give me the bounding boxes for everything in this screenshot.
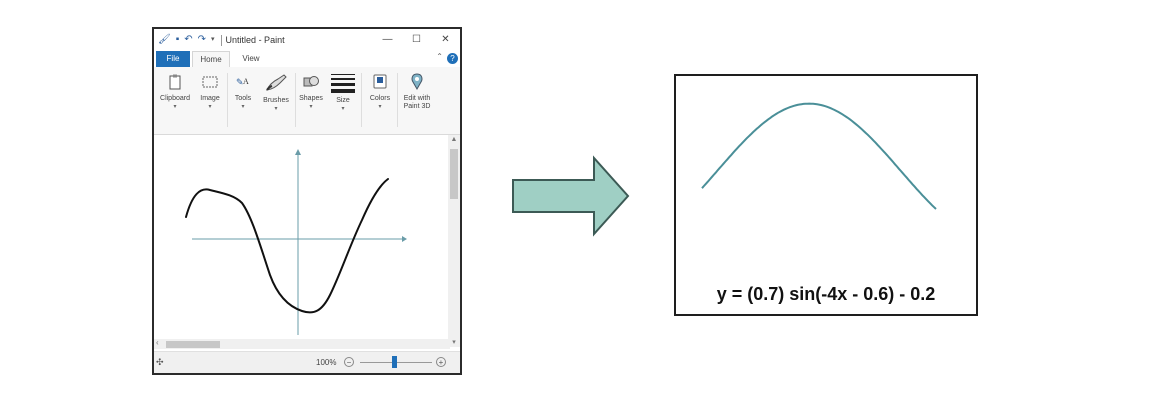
colors-icon: [371, 73, 389, 91]
ribbon-group-colors[interactable]: Colors ▾: [364, 71, 396, 131]
separator: [220, 34, 222, 46]
shapes-icon: [302, 73, 320, 91]
scroll-left-icon[interactable]: ‹: [156, 338, 159, 347]
status-bar: ✣ 100% − +: [154, 351, 460, 373]
fitted-function-panel: y = (0.7) sin(-4x - 0.6) - 0.2: [674, 74, 978, 316]
dropdown-caret-icon: ▾: [208, 104, 212, 110]
svg-text:✎: ✎: [236, 77, 244, 87]
undo-icon[interactable]: ↶: [184, 34, 193, 45]
customize-caret-icon[interactable]: ▾: [211, 36, 215, 43]
scroll-down-icon[interactable]: ▾: [452, 339, 456, 346]
fitted-curve-plot: [701, 102, 937, 210]
title-bar: 🖌 ▪ ↶ ↷ ▾ Untitled - Paint — ☐ ✕: [154, 29, 460, 51]
paint-window: 🖌 ▪ ↶ ↷ ▾ Untitled - Paint — ☐ ✕ File Ho…: [152, 27, 462, 375]
freehand-curve: [185, 178, 389, 314]
save-icon[interactable]: ▪: [175, 34, 180, 45]
dropdown-caret-icon: ▾: [341, 106, 345, 112]
ribbon-tabs: File Home View ⌃ ?: [154, 51, 460, 67]
scroll-up-icon[interactable]: ▲: [450, 136, 458, 143]
ribbon-label-clipboard: Clipboard: [160, 95, 190, 102]
ribbon-label-paint3d-line2: Paint 3D: [403, 103, 431, 110]
size-icon: [330, 73, 356, 93]
help-icon[interactable]: ?: [447, 53, 458, 64]
fitted-sine-curve: [701, 102, 937, 210]
horizontal-scroll-thumb[interactable]: [166, 341, 220, 348]
brush-icon: [264, 73, 288, 93]
collapse-ribbon-icon[interactable]: ⌃: [436, 52, 443, 61]
ribbon-label-size: Size: [336, 97, 350, 104]
tab-home[interactable]: Home: [192, 51, 230, 67]
dropdown-caret-icon: ▾: [309, 104, 313, 110]
ribbon-label-tools: Tools: [234, 95, 252, 102]
minimize-button[interactable]: —: [382, 34, 393, 45]
clipboard-icon: [166, 73, 184, 91]
ribbon-label-brushes: Brushes: [263, 97, 289, 104]
vertical-scrollbar[interactable]: ▲ ▾: [448, 135, 460, 347]
vertical-scroll-thumb[interactable]: [450, 149, 458, 199]
cursor-position-icon: ✣: [156, 357, 164, 367]
ribbon-group-size[interactable]: Size ▾: [328, 71, 358, 131]
redo-icon[interactable]: ↷: [197, 34, 207, 45]
ribbon-label-colors: Colors: [369, 95, 391, 102]
dropdown-caret-icon: ▾: [241, 104, 245, 110]
zoom-out-button[interactable]: −: [344, 357, 354, 367]
y-axis-arrowhead: [295, 149, 301, 155]
ribbon-separator: [361, 73, 362, 127]
ribbon: Clipboard ▾ Image ▾ ✎ A Tools ▾ Brushes ▾: [154, 67, 460, 135]
svg-text:A: A: [243, 77, 249, 86]
zoom-in-button[interactable]: +: [436, 357, 446, 367]
ribbon-group-image[interactable]: Image ▾: [194, 71, 226, 131]
dropdown-caret-icon: ▾: [274, 106, 278, 112]
image-select-icon: [201, 73, 219, 91]
ribbon-separator: [295, 73, 296, 127]
ribbon-group-shapes[interactable]: Shapes ▾: [296, 71, 326, 131]
ribbon-group-paint3d[interactable]: Edit with Paint 3D: [399, 71, 435, 131]
horizontal-scrollbar[interactable]: ‹: [154, 338, 450, 349]
window-controls: — ☐ ✕: [373, 29, 460, 51]
tab-file[interactable]: File: [156, 51, 190, 67]
dropdown-caret-icon: ▾: [173, 104, 177, 110]
drawing-canvas[interactable]: [154, 135, 450, 347]
fitted-equation: y = (0.7) sin(-4x - 0.6) - 0.2: [716, 284, 936, 304]
ribbon-separator: [397, 73, 398, 127]
window-title: Untitled - Paint: [225, 35, 285, 45]
ribbon-group-tools[interactable]: ✎ A Tools ▾: [229, 71, 257, 131]
ribbon-separator: [227, 73, 228, 127]
close-button[interactable]: ✕: [441, 34, 450, 45]
right-arrow-icon: [512, 155, 630, 237]
arrow-shape: [512, 155, 630, 237]
x-axis-arrowhead: [402, 236, 407, 242]
maximize-button[interactable]: ☐: [412, 34, 421, 45]
dropdown-caret-icon: ▾: [378, 104, 382, 110]
quick-access-toolbar: 🖌 ▪ ↶ ↷ ▾: [158, 34, 226, 46]
ribbon-label-shapes: Shapes: [299, 95, 323, 102]
ribbon-label-image: Image: [200, 95, 220, 102]
ribbon-group-brushes[interactable]: Brushes ▾: [258, 71, 294, 131]
paint-app-icon: 🖌: [158, 34, 171, 45]
paint3d-icon: [408, 73, 426, 91]
hand-drawn-sketch: [185, 149, 407, 335]
zoom-slider-thumb[interactable]: [392, 356, 397, 368]
tab-view[interactable]: View: [242, 54, 260, 63]
tools-icon: ✎ A: [234, 73, 252, 91]
ribbon-label-paint3d: Edit with: [403, 95, 431, 102]
ribbon-group-clipboard[interactable]: Clipboard ▾: [156, 71, 194, 131]
zoom-level: 100%: [316, 358, 337, 367]
